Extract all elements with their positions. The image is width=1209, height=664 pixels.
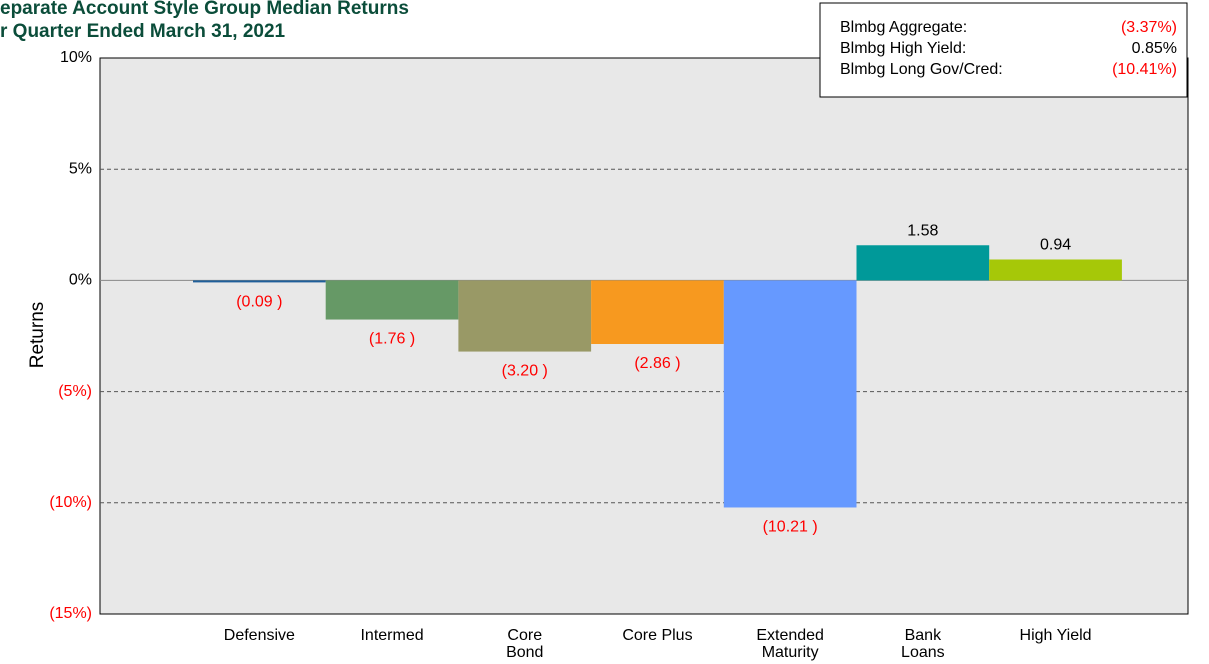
x-tick-line: Bond: [506, 644, 543, 661]
x-tick-label: Core Plus: [622, 627, 692, 644]
x-tick-label: Core Bond: [506, 627, 543, 661]
x-tick-line: Extended: [756, 627, 824, 644]
y-tick-label: (5%): [58, 383, 92, 400]
bar: [723, 280, 857, 508]
x-tick-label: High Yield: [1020, 627, 1092, 644]
data-label: (10.21 ): [763, 518, 818, 535]
chart-title: eparate Account Style Group Median Retur…: [0, 0, 409, 19]
x-tick-line: High Yield: [1020, 627, 1092, 644]
bar: [989, 259, 1122, 281]
x-tick-label: Bank Loans: [901, 627, 945, 661]
y-tick-label: (10%): [49, 494, 92, 511]
y-tick-label: 10%: [60, 49, 92, 66]
legend-name: Blmbg Aggregate:: [840, 19, 967, 36]
data-label: (0.09 ): [236, 293, 282, 310]
data-label: (1.76 ): [369, 331, 415, 348]
legend-name: Blmbg Long Gov/Cred:: [840, 61, 1003, 78]
y-tick-label: 0%: [69, 272, 92, 289]
bar: [325, 280, 459, 320]
data-label: (2.86 ): [634, 355, 680, 372]
data-label: 1.58: [907, 222, 938, 239]
x-tick-line: Intermed: [360, 627, 423, 644]
bar: [458, 280, 592, 352]
y-tick-label: 5%: [69, 160, 92, 177]
x-tick-line: Loans: [901, 644, 945, 661]
data-label: (3.20 ): [502, 363, 548, 380]
x-tick-line: Defensive: [224, 627, 295, 644]
y-axis-label: Returns: [27, 302, 48, 369]
y-tick-label: (15%): [49, 605, 92, 622]
bar: [856, 245, 990, 281]
legend-value: (3.37%): [1121, 19, 1177, 36]
x-tick-label: Intermed: [360, 627, 423, 644]
bar: [591, 280, 724, 345]
x-tick-label: Extended Maturity: [756, 627, 824, 661]
x-tick-line: Bank: [905, 627, 942, 644]
legend-value: (10.41%): [1112, 61, 1177, 78]
legend-value: 0.85%: [1132, 40, 1177, 57]
data-label: 0.94: [1040, 236, 1071, 253]
x-tick-line: Core: [507, 627, 542, 644]
x-tick-line: Maturity: [762, 644, 819, 661]
chart-subtitle: r Quarter Ended March 31, 2021: [0, 21, 286, 42]
legend-name: Blmbg High Yield:: [840, 40, 966, 57]
bar: [193, 280, 326, 283]
x-tick-line: Core Plus: [622, 627, 692, 644]
x-tick-label: Defensive: [224, 627, 295, 644]
legend-box: [819, 2, 1188, 98]
